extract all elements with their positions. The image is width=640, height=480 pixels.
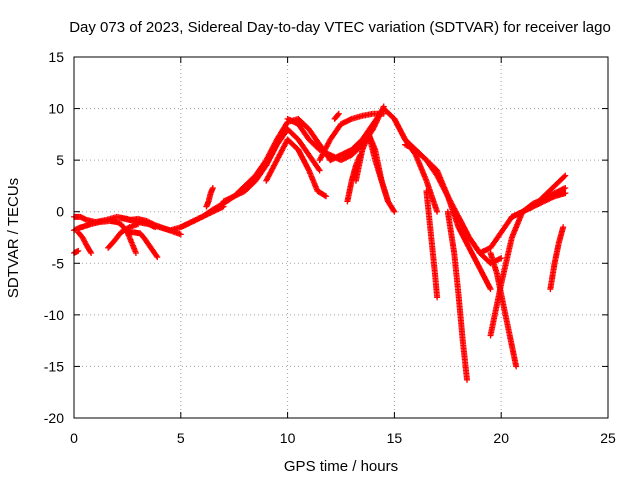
series-trace xyxy=(221,127,322,204)
series-arc-cc xyxy=(547,224,567,293)
series-trace xyxy=(72,248,81,256)
grid-lines xyxy=(74,57,608,418)
series-trace xyxy=(423,189,440,299)
x-tick-label: 10 xyxy=(280,430,296,446)
series-arc-e xyxy=(105,221,142,251)
series-arc-i xyxy=(117,214,184,238)
series-arc-q xyxy=(327,105,441,215)
series-arc-k xyxy=(177,115,334,231)
series-arc-c xyxy=(71,247,82,256)
y-tick-label: -5 xyxy=(52,255,65,271)
series-arc-dd xyxy=(540,184,569,202)
y-axis-label: SDTVAR / TECUs xyxy=(5,178,22,298)
series-arc-o xyxy=(316,110,387,164)
series-trace xyxy=(76,230,94,255)
series-trace xyxy=(317,110,386,162)
series-arc-d xyxy=(75,229,95,256)
series-arc-j xyxy=(203,184,216,210)
series-arc-p xyxy=(331,110,342,122)
y-tick-label: 0 xyxy=(56,204,64,220)
series-trace xyxy=(72,218,119,233)
series-trace xyxy=(119,215,183,237)
series-arc-z xyxy=(487,249,520,370)
y-tick-label: -20 xyxy=(44,410,64,426)
series-arc-t xyxy=(365,131,398,215)
x-tick-label: 5 xyxy=(177,430,185,446)
series-trace xyxy=(203,186,216,209)
data-points xyxy=(71,103,569,383)
axis-ticks: 0 5 10 15 20 25 15 10 5 0 -5 -10 -15 -20 xyxy=(44,49,616,446)
series-trace xyxy=(547,225,566,291)
x-tick-label: 0 xyxy=(70,430,78,446)
series-trace xyxy=(366,132,397,214)
series-arc-l xyxy=(220,126,323,205)
series-trace xyxy=(403,142,493,291)
x-tick-label: 15 xyxy=(387,430,403,446)
x-axis-label: GPS time / hours xyxy=(284,458,398,475)
series-trace xyxy=(542,185,567,201)
y-tick-label: 10 xyxy=(48,101,64,117)
series-arc-x xyxy=(444,208,471,383)
y-tick-label: 15 xyxy=(48,49,64,65)
series-trace xyxy=(445,210,470,382)
y-tick-label: -10 xyxy=(44,307,64,323)
x-tick-label: 20 xyxy=(493,430,509,446)
series-trace xyxy=(125,229,160,259)
plot-frame xyxy=(73,56,609,419)
series-arc-v xyxy=(402,141,494,293)
series-arc-w xyxy=(423,188,441,301)
series-arc-m xyxy=(263,136,330,200)
x-tick-label: 25 xyxy=(600,430,616,446)
series-trace xyxy=(332,111,342,121)
y-tick-label: -15 xyxy=(44,358,64,374)
series-trace xyxy=(263,137,328,199)
chart-title: Day 073 of 2023, Sidereal Day-to-day VTE… xyxy=(69,19,611,36)
y-tick-label: 5 xyxy=(56,152,64,168)
series-arc-g xyxy=(124,229,161,261)
